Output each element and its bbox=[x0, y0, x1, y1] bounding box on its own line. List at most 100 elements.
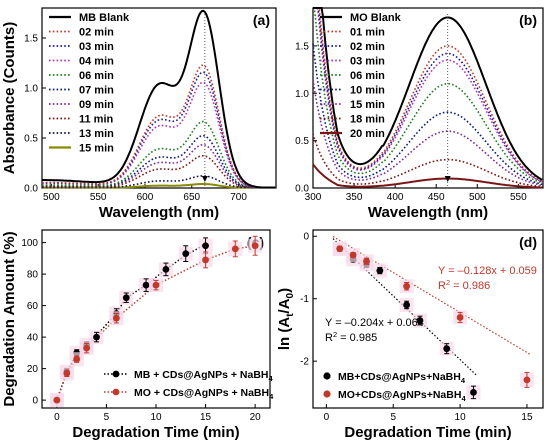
x-tick-label: 550 bbox=[90, 192, 107, 203]
legend-label: 02 min bbox=[350, 41, 385, 53]
legend-label: MB Blank bbox=[79, 12, 130, 24]
fit-equation: Y = –0.128x + 0.059 bbox=[438, 265, 537, 277]
legend-label: 03 min bbox=[79, 41, 114, 53]
y-tick-label: 1.5 bbox=[24, 34, 38, 45]
y-tick-label: -1 bbox=[300, 294, 309, 305]
data-point bbox=[456, 314, 464, 321]
y-label-part: ) bbox=[276, 288, 293, 293]
y-tick-label: 0.0 bbox=[24, 184, 38, 195]
panel-label: (d) bbox=[519, 234, 537, 250]
data-point bbox=[443, 345, 451, 353]
data-point bbox=[152, 281, 160, 289]
legend-label: MO Blank bbox=[350, 12, 402, 24]
y-axis-label: Degradation Amount (%) bbox=[1, 231, 18, 406]
y-tick-label: 0 bbox=[32, 396, 38, 407]
y-label-part: /A bbox=[276, 298, 293, 313]
fit-r-squared: R2 = 0.986 bbox=[438, 278, 490, 292]
r-squared-value: = 0.986 bbox=[450, 280, 490, 292]
x-tick-label: 500 bbox=[43, 192, 60, 203]
legend-label: 15 min bbox=[79, 143, 114, 155]
x-tick-label: 300 bbox=[305, 192, 322, 203]
data-point bbox=[363, 257, 370, 265]
y-tick-label: 0.5 bbox=[295, 136, 309, 147]
legend-marker bbox=[112, 388, 120, 396]
spectrum-line bbox=[42, 64, 276, 189]
y-tick-label: 60 bbox=[27, 301, 39, 312]
spectrum-line bbox=[312, 163, 543, 189]
legend-label: 06 min bbox=[350, 70, 385, 82]
legend-label: MB + CDs@AgNPs + NaBH4 bbox=[134, 369, 274, 383]
spectrum-line bbox=[312, 79, 543, 187]
data-point bbox=[403, 301, 411, 309]
x-axis-label: Wavelength (nm) bbox=[368, 204, 488, 221]
legend-label: 04 min bbox=[79, 56, 114, 68]
x-tick-label: 10 bbox=[455, 412, 467, 423]
data-point bbox=[112, 314, 120, 322]
x-tick-label: 0 bbox=[324, 412, 330, 423]
panel-b-spectra-mo: 300 350 400 450 500 550 0.0 0.5 1.0 1.5 Wavelength… bbox=[295, 7, 544, 221]
data-point bbox=[416, 317, 424, 324]
legend-label: 20 min bbox=[350, 128, 385, 140]
data-point bbox=[73, 355, 81, 363]
x-tick-label: 5 bbox=[104, 412, 110, 423]
data-point bbox=[162, 265, 170, 273]
x-tick-label: 5 bbox=[390, 412, 396, 423]
plot-frame bbox=[312, 229, 544, 409]
legend-label: 15 min bbox=[350, 99, 385, 111]
y-tick-label: -2 bbox=[300, 357, 309, 368]
spectrum-line bbox=[313, 7, 543, 181]
spectrum-line bbox=[312, 43, 543, 186]
legend-label-subscript: 4 bbox=[269, 374, 274, 383]
r-squared-superscript: 2 bbox=[446, 278, 450, 287]
x-tick-label: 10 bbox=[150, 412, 162, 423]
legend-label: MO+CDs@AgNPs+NaBH4 bbox=[338, 389, 466, 403]
spectrum-line bbox=[42, 120, 276, 189]
x-tick-label: 550 bbox=[510, 192, 527, 203]
x-axis-label: Wavelength (nm) bbox=[99, 204, 219, 221]
legend-label: 11 min bbox=[79, 114, 114, 126]
r-squared-value: = 0.985 bbox=[337, 332, 377, 344]
peak-arrow bbox=[201, 176, 208, 182]
data-point bbox=[403, 282, 411, 290]
x-tick-label: 700 bbox=[230, 192, 247, 203]
x-tick-label: 450 bbox=[428, 192, 445, 203]
legend-label-subscript: 4 bbox=[461, 376, 466, 385]
x-axis-label: Degradation Time (min) bbox=[344, 424, 511, 441]
data-point bbox=[523, 376, 531, 384]
y-tick-label: 80 bbox=[27, 270, 39, 281]
x-tick-label: 15 bbox=[200, 412, 212, 423]
x-tick-label: 15 bbox=[521, 412, 533, 423]
y-label-subscript: 0 bbox=[285, 292, 296, 298]
y-tick-label: 100 bbox=[21, 238, 38, 249]
y-tick-label: 1.0 bbox=[295, 89, 309, 100]
data-point bbox=[202, 242, 209, 250]
spectrum-line bbox=[42, 71, 276, 189]
data-point bbox=[93, 333, 100, 341]
legend-marker bbox=[323, 372, 331, 380]
spectrum-line bbox=[312, 133, 543, 188]
legend-label: 13 min bbox=[79, 128, 114, 140]
y-tick-label: 0.5 bbox=[24, 134, 38, 145]
x-tick-label: 400 bbox=[387, 192, 404, 203]
legend-label: 02 min bbox=[79, 27, 114, 39]
data-point bbox=[202, 256, 209, 264]
data-point bbox=[83, 344, 91, 352]
x-tick-label: 500 bbox=[469, 192, 486, 203]
y-tick-label: 1.0 bbox=[24, 84, 38, 95]
y-label-part: ln (A bbox=[276, 317, 293, 350]
data-point bbox=[470, 388, 477, 396]
y-tick-label: 40 bbox=[27, 333, 39, 344]
legend-marker bbox=[323, 390, 331, 398]
r-squared-superscript: 2 bbox=[333, 330, 337, 339]
r-squared-symbol: R bbox=[438, 280, 446, 292]
legend-label: 06 min bbox=[79, 70, 114, 82]
legend-label-main: MO + CDs@AgNPs + NaBH bbox=[134, 387, 269, 399]
legend-label: 10 min bbox=[350, 85, 385, 97]
y-axis-label: Absorbance (Counts) bbox=[1, 22, 18, 175]
x-tick-label: 600 bbox=[137, 192, 154, 203]
legend-label-subscript: 4 bbox=[461, 394, 466, 403]
r-squared-symbol: R bbox=[325, 332, 333, 344]
data-point bbox=[122, 294, 130, 302]
legend-label-main: MB+CDs@AgNPs+NaBH bbox=[338, 371, 461, 383]
data-point bbox=[251, 242, 259, 250]
